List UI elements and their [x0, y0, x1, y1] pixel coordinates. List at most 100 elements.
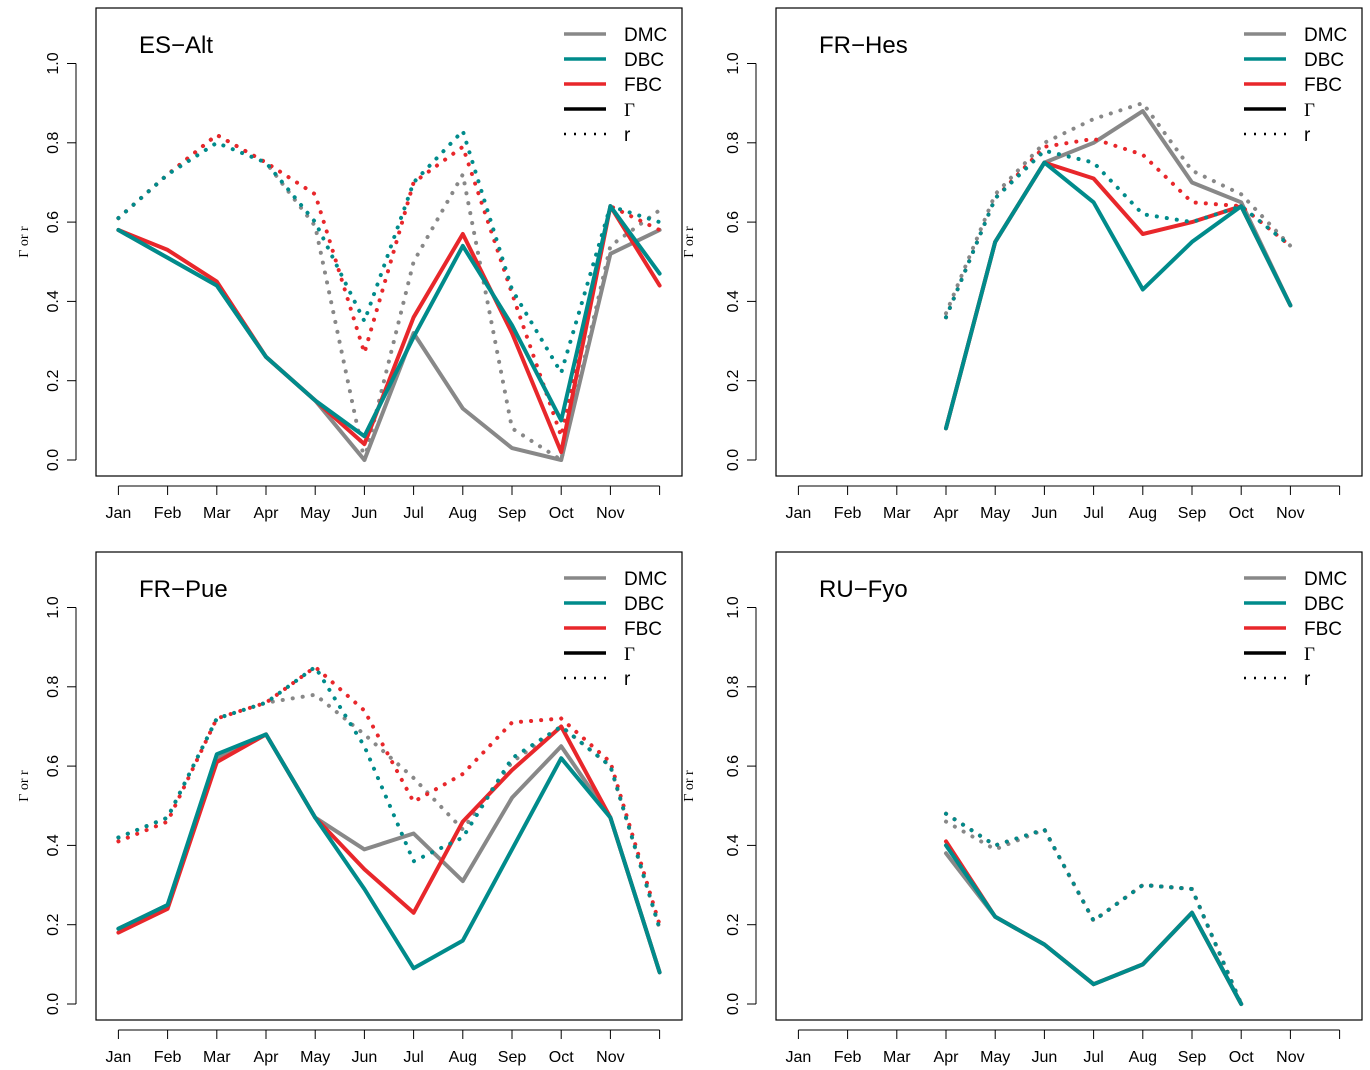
legend-label: Γ [1304, 100, 1315, 121]
legend-label: Γ [1304, 644, 1315, 665]
legend-label: DBC [624, 50, 664, 71]
series-dbc-r-line [944, 811, 1244, 1006]
x-tick-label: May [300, 1049, 330, 1066]
y-tick-label: 1.0 [725, 596, 742, 618]
y-tick-label: 1.0 [45, 596, 62, 618]
y-tick-label: 0.6 [725, 211, 742, 233]
x-tick-label: Jul [1083, 1049, 1103, 1066]
y-tick-label: 0.8 [725, 676, 742, 698]
y-tick-label: 0.6 [45, 211, 62, 233]
x-tick-label: Apr [934, 1049, 960, 1066]
x-tick-label: Mar [203, 505, 231, 522]
x-tick-label: May [980, 505, 1010, 522]
x-tick-label: May [300, 505, 330, 522]
x-tick-label: Feb [834, 1049, 862, 1066]
x-tick-label: Apr [934, 505, 960, 522]
x-tick-label: Nov [1276, 505, 1304, 522]
x-tick-label: Oct [549, 505, 574, 522]
plot-frame [775, 7, 1363, 477]
y-tick-label: 1.0 [45, 52, 62, 74]
panel-title: RU−Fyo [819, 576, 908, 603]
legend-label: r [1304, 669, 1311, 690]
chart-panel-2: 0.0 0.2 0.4 0.6 0.8 1.0 Γ or r Jan Feb Mar Apr May J… [682, 7, 1363, 522]
legend-label: DBC [1304, 594, 1344, 615]
chart-panel-4: 0.0 0.2 0.4 0.6 0.8 1.0 Γ or r Jan Feb Mar Apr May J… [682, 551, 1363, 1066]
y-tick-label: 0.2 [45, 369, 62, 391]
series-dmc-gamma-line [944, 851, 1244, 1006]
series-dbc-gamma-line [116, 732, 662, 975]
y-axis-label: Γ or r [17, 226, 32, 258]
chart-panel-1: 0.0 0.2 0.4 0.6 0.8 1.0 Γ or r Jan Feb Mar Apr May J… [17, 7, 683, 522]
legend-label: FBC [1304, 619, 1342, 640]
series-dbc-gamma-line [944, 160, 1293, 431]
series-fbc-gamma-line [116, 724, 662, 975]
y-tick-label: 0.8 [45, 676, 62, 698]
y-axis-label: Γ or r [17, 770, 32, 802]
y-tick-label: 0.6 [45, 755, 62, 777]
y-tick-label: 0.2 [45, 913, 62, 935]
x-tick-label: Aug [449, 505, 477, 522]
x-tick-label: Apr [254, 1049, 280, 1066]
legend-label: DMC [1304, 25, 1347, 46]
x-tick-label: Sep [1178, 505, 1207, 522]
plot-frame [95, 551, 683, 1021]
series-dmc-gamma-line [944, 109, 1293, 431]
series-dmc-r-line [116, 132, 662, 462]
y-tick-label: 0.4 [45, 834, 62, 856]
y-tick-label: 0.0 [725, 449, 742, 471]
x-tick-label: Feb [154, 1049, 182, 1066]
y-tick-label: 0.0 [725, 993, 742, 1015]
x-tick-label: Oct [1229, 505, 1254, 522]
legend-label: r [624, 669, 631, 690]
legend-label: DMC [624, 25, 667, 46]
x-tick-label: Nov [1276, 1049, 1304, 1066]
x-tick-label: Oct [1229, 1049, 1254, 1066]
legend-label: Γ [624, 100, 635, 121]
panel-title: ES−Alt [139, 32, 213, 59]
series-fbc-r-line [116, 665, 662, 927]
legend: DMC DBC FBC Γr [564, 569, 667, 690]
legend-label: FBC [624, 75, 662, 96]
y-tick-label: 0.0 [45, 449, 62, 471]
x-tick-label: Jan [786, 505, 812, 522]
x-tick-label: Sep [498, 505, 527, 522]
y-tick-label: 0.2 [725, 913, 742, 935]
x-tick-label: Jun [1032, 505, 1058, 522]
legend-label: FBC [624, 619, 662, 640]
series-dbc-r-line [944, 148, 1293, 320]
legend: DMC DBC FBC Γr [564, 25, 667, 146]
x-tick-label: Jan [786, 1049, 812, 1066]
x-tick-label: Feb [154, 505, 182, 522]
panel-title: FR−Hes [819, 32, 908, 59]
x-tick-label: Feb [834, 505, 862, 522]
x-tick-label: Mar [883, 1049, 911, 1066]
y-tick-label: 1.0 [725, 52, 742, 74]
x-tick-label: Aug [449, 1049, 477, 1066]
x-tick-label: Mar [203, 1049, 231, 1066]
plot-frame [95, 7, 683, 477]
y-tick-label: 0.4 [725, 834, 742, 856]
y-axis-label: Γ or r [682, 226, 697, 258]
y-tick-label: 0.4 [45, 290, 62, 312]
series-fbc-r-line [944, 136, 1293, 320]
series-dmc-r-line [944, 101, 1293, 316]
x-tick-label: Jul [1083, 505, 1103, 522]
chart-panel-3: 0.0 0.2 0.4 0.6 0.8 1.0 Γ or r Jan Feb Mar Apr May J… [17, 551, 683, 1066]
y-tick-label: 0.8 [725, 132, 742, 154]
legend-label: DMC [1304, 569, 1347, 590]
legend-label: r [1304, 125, 1311, 146]
x-tick-label: May [980, 1049, 1010, 1066]
y-tick-label: 0.0 [45, 993, 62, 1015]
y-tick-label: 0.4 [725, 290, 742, 312]
legend: DMC DBC FBC Γr [1244, 569, 1347, 690]
x-tick-label: Sep [1178, 1049, 1207, 1066]
x-tick-label: Jun [352, 1049, 378, 1066]
x-tick-label: Jan [106, 1049, 132, 1066]
x-tick-label: Oct [549, 1049, 574, 1066]
x-tick-label: Nov [596, 1049, 624, 1066]
series-dbc-gamma-line [116, 204, 662, 439]
series-fbc-gamma-line [116, 204, 662, 455]
legend-label: Γ [624, 644, 635, 665]
legend-label: DMC [624, 569, 667, 590]
x-tick-label: Mar [883, 505, 911, 522]
